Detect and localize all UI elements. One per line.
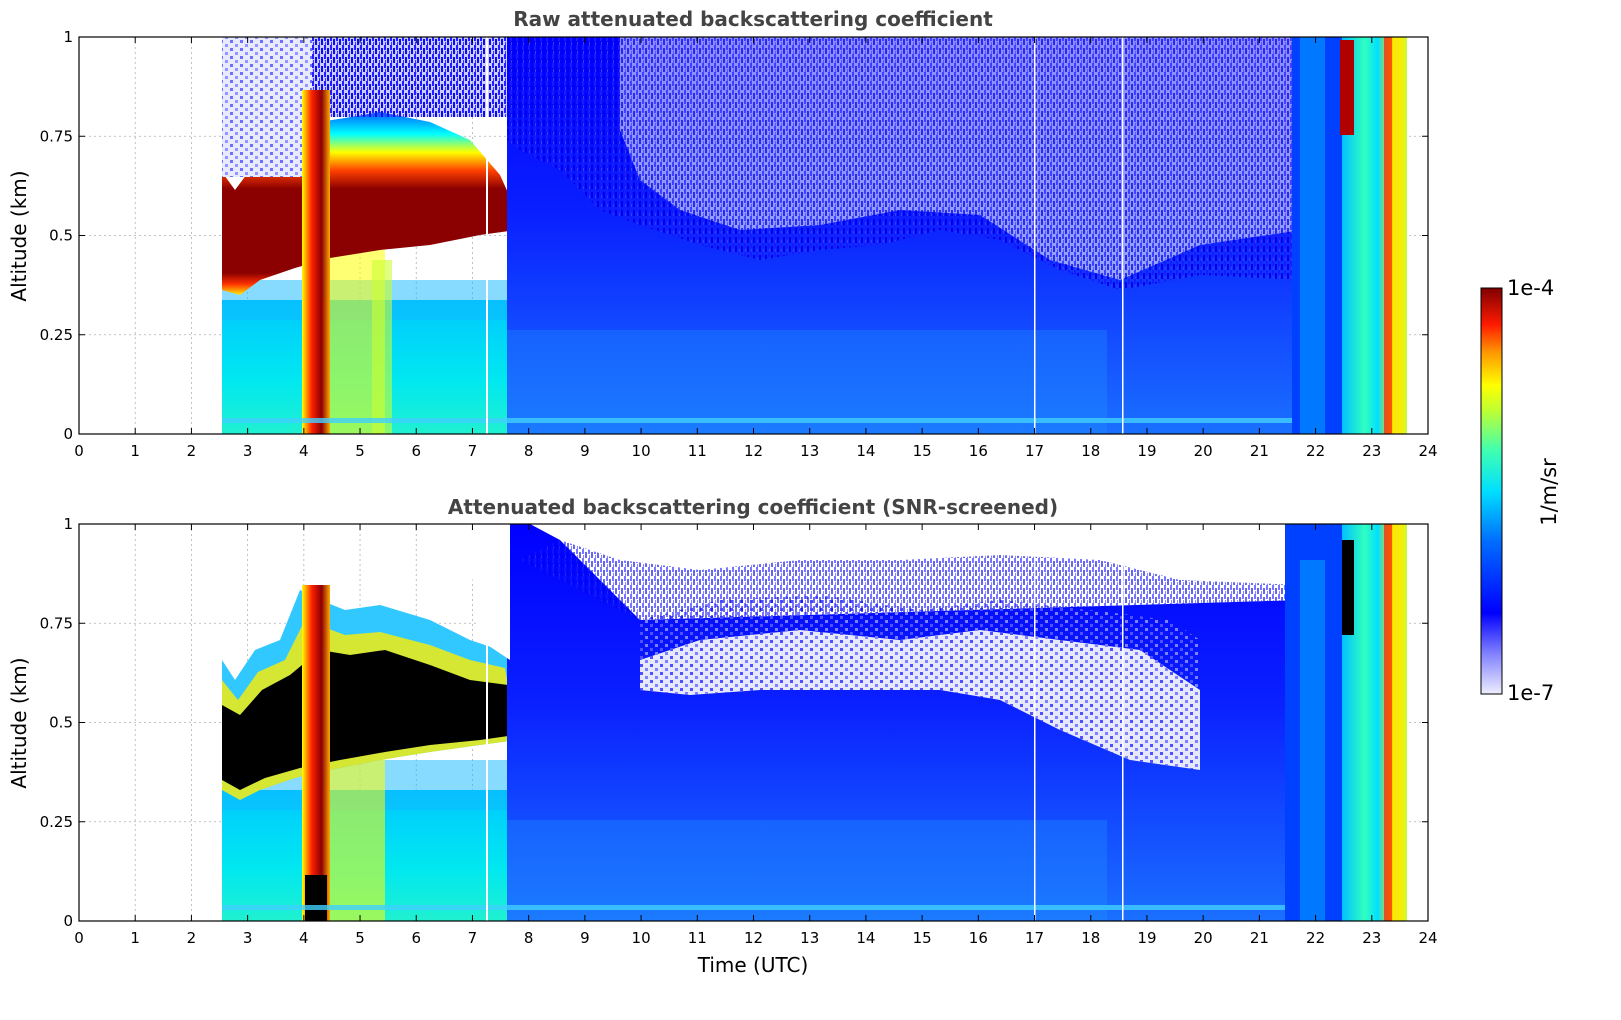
raw-x-tick-label: 24: [1418, 442, 1437, 460]
snr-x-tick-label: 4: [299, 929, 309, 947]
raw-x-tick-label: 2: [187, 442, 197, 460]
raw-x-tick-label: 16: [969, 442, 988, 460]
raw-x-tick-label: 22: [1306, 442, 1325, 460]
snr-x-tick-label: 18: [1081, 929, 1100, 947]
snr-x-tick-label: 13: [800, 929, 819, 947]
raw-x-tick-label: 8: [524, 442, 534, 460]
raw-y-tick-label: 0.5: [49, 227, 73, 245]
snr-x-tick-label: 20: [1194, 929, 1213, 947]
raw-y-tick-label: 0: [63, 425, 73, 443]
snr-x-tick-label: 5: [355, 929, 365, 947]
raw-x-tick-label: 1: [130, 442, 140, 460]
snr-x-tick-label: 6: [411, 929, 421, 947]
raw-x-tick-label: 10: [632, 442, 651, 460]
raw-panel-y-axis-label: Altitude (km): [7, 170, 31, 301]
snr-x-tick-label: 1: [130, 929, 140, 947]
snr-x-tick-label: 14: [856, 929, 875, 947]
raw-panel-axes: 0 1 2 3 4 5 6 7 8 9 10 11 12 13 14 15 16 17 18 19 20 21 22 23 24…: [40, 28, 1438, 460]
raw-x-tick-label: 15: [913, 442, 932, 460]
raw-x-tick-label: 12: [744, 442, 763, 460]
snr-panel-axes: 0 1 2 3 4 5 6 7 8 9 10 11 12 13 14 15 16 17 18 19 20 21 22 23 24…: [40, 515, 1438, 947]
snr-x-tick-label: 17: [1025, 929, 1044, 947]
snr-x-tick-label: 10: [632, 929, 651, 947]
snr-x-tick-label: 7: [468, 929, 478, 947]
colorbar-min-label: 1e-7: [1507, 681, 1554, 705]
raw-x-tick-label: 0: [74, 442, 84, 460]
raw-x-tick-label: 23: [1362, 442, 1381, 460]
snr-x-tick-label: 22: [1306, 929, 1325, 947]
raw-backscatter-panel: Raw attenuated backscattering coefficien…: [7, 7, 1438, 460]
x-axis-label: Time (UTC): [697, 953, 809, 977]
raw-x-tick-label: 11: [688, 442, 707, 460]
snr-screened-panel: Attenuated backscattering coefficient (S…: [7, 495, 1438, 977]
snr-x-tick-label: 15: [913, 929, 932, 947]
raw-x-tick-label: 20: [1194, 442, 1213, 460]
snr-x-tick-label: 12: [744, 929, 763, 947]
snr-x-tick-label: 16: [969, 929, 988, 947]
snr-x-tick-label: 9: [580, 929, 590, 947]
raw-x-tick-label: 6: [411, 442, 421, 460]
colorbar: 1e-4 1e-7 1/m/sr: [1480, 276, 1561, 705]
colorbar-max-label: 1e-4: [1507, 276, 1554, 300]
snr-x-tick-label: 11: [688, 929, 707, 947]
snr-y-tick-label: 0.25: [40, 813, 73, 831]
raw-panel-title: Raw attenuated backscattering coefficien…: [513, 7, 993, 31]
snr-y-tick-label: 1: [63, 515, 73, 533]
snr-x-tick-label: 19: [1137, 929, 1156, 947]
raw-x-tick-label: 21: [1250, 442, 1269, 460]
snr-x-tick-label: 2: [187, 929, 197, 947]
raw-x-tick-label: 13: [800, 442, 819, 460]
raw-x-tick-label: 7: [468, 442, 478, 460]
snr-panel-y-axis-label: Altitude (km): [7, 657, 31, 788]
raw-x-tick-label: 4: [299, 442, 309, 460]
snr-x-tick-label: 23: [1362, 929, 1381, 947]
raw-x-tick-label: 19: [1137, 442, 1156, 460]
raw-x-tick-label: 5: [355, 442, 365, 460]
snr-x-tick-label: 24: [1418, 929, 1437, 947]
raw-x-tick-label: 9: [580, 442, 590, 460]
snr-y-tick-label: 0.5: [49, 714, 73, 732]
snr-y-tick-label: 0.75: [40, 614, 73, 632]
snr-x-tick-label: 21: [1250, 929, 1269, 947]
colorbar-unit-label: 1/m/sr: [1537, 458, 1561, 526]
raw-x-tick-label: 14: [856, 442, 875, 460]
raw-panel-heatmap: [222, 37, 1407, 434]
raw-x-tick-label: 18: [1081, 442, 1100, 460]
snr-x-tick-label: 8: [524, 929, 534, 947]
raw-y-tick-label: 1: [63, 28, 73, 46]
snr-x-tick-label: 0: [74, 929, 84, 947]
raw-y-tick-label: 0.75: [40, 127, 73, 145]
snr-y-tick-label: 0: [63, 912, 73, 930]
snr-panel-title: Attenuated backscattering coefficient (S…: [448, 495, 1058, 519]
snr-panel-heatmap: [222, 524, 1407, 921]
raw-x-tick-label: 17: [1025, 442, 1044, 460]
snr-x-tick-label: 3: [243, 929, 253, 947]
raw-y-tick-label: 0.25: [40, 326, 73, 344]
colorbar-scale: [1480, 287, 1503, 695]
raw-x-tick-label: 3: [243, 442, 253, 460]
